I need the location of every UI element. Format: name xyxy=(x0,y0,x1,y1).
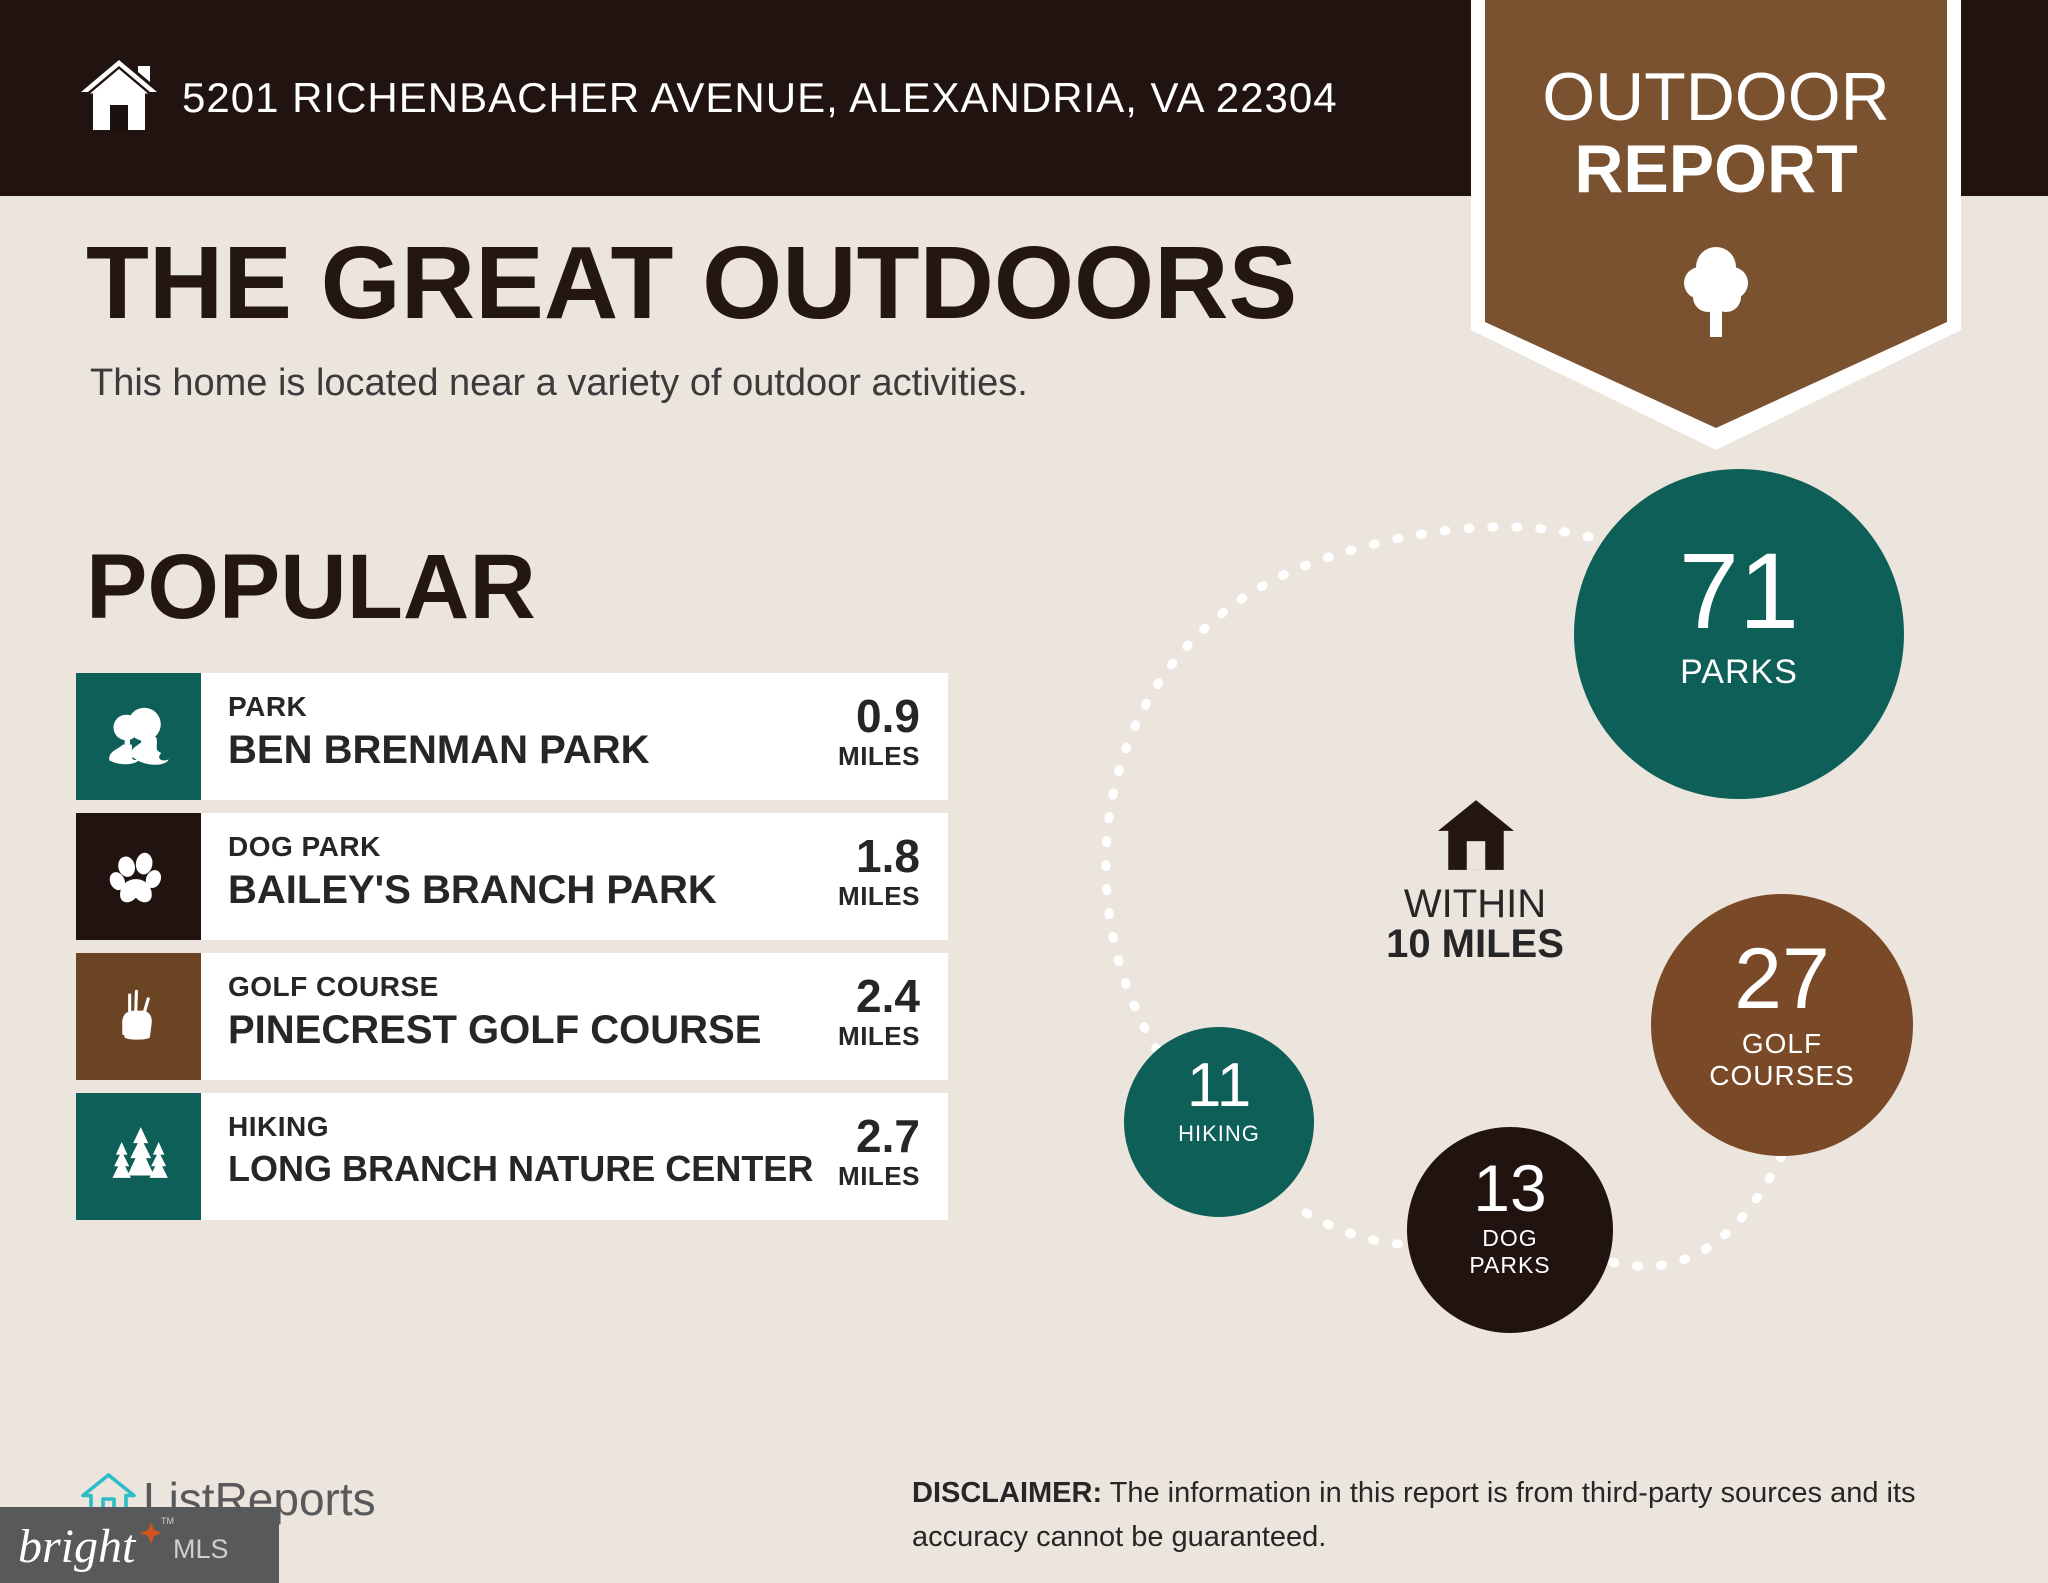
svg-text:bright: bright xyxy=(18,1520,137,1572)
svg-text:MLS: MLS xyxy=(173,1534,229,1564)
svg-text:TM: TM xyxy=(161,1516,174,1526)
